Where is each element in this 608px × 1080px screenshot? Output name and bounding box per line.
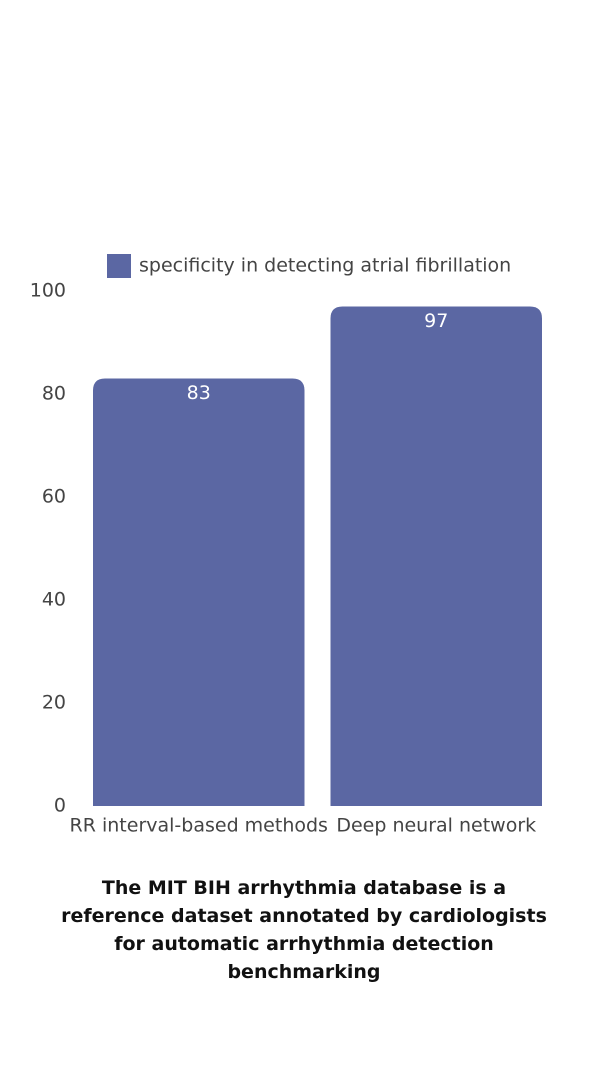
bar xyxy=(93,378,305,806)
bar xyxy=(330,306,542,806)
value-label: 97 xyxy=(424,310,448,332)
y-tick-label: 20 xyxy=(42,692,66,714)
y-tick-label: 80 xyxy=(42,383,66,405)
x-tick-label: Deep neural network xyxy=(336,815,536,837)
y-tick-label: 100 xyxy=(30,280,66,302)
y-tick-label: 60 xyxy=(42,486,66,508)
chart: 0 20 40 60 80 100 specificity in detecting atr… xyxy=(30,254,542,837)
value-label: 83 xyxy=(187,382,211,404)
x-tick-label: RR interval-based methods xyxy=(70,815,328,837)
y-tick-label: 40 xyxy=(42,589,66,611)
legend-label: specificity in detecting atrial fibrilla… xyxy=(139,255,511,277)
legend-swatch xyxy=(107,254,131,278)
y-tick-label: 0 xyxy=(54,795,66,817)
caption: The MIT BIH arrhythmia database is a ref… xyxy=(61,877,547,983)
